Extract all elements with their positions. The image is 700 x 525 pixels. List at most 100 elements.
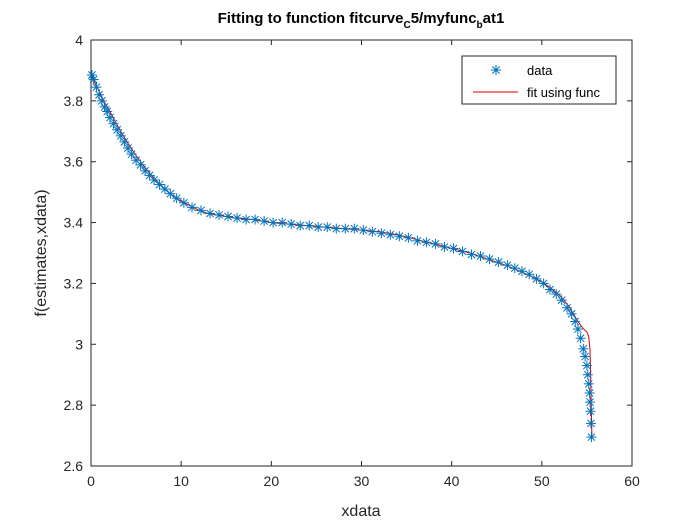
title-main: Fitting to function fitcurve — [218, 10, 404, 27]
data-point — [165, 188, 176, 199]
data-point — [367, 226, 378, 237]
x-tick-label: 30 — [354, 473, 370, 489]
data-point — [122, 143, 133, 154]
data-series — [86, 69, 597, 443]
data-point — [250, 214, 261, 225]
axis-ticks: 0 10 20 30 40 50 60 2.6 2.8 3 3.2 3.4 3.6 3.8 4 — [64, 32, 640, 489]
y-tick-label: 2.8 — [64, 397, 84, 413]
data-point — [340, 223, 351, 234]
data-point — [232, 213, 243, 224]
data-point — [223, 211, 234, 222]
data-point — [358, 225, 369, 236]
title-sub-1: C — [403, 20, 410, 31]
data-point — [580, 351, 591, 362]
plot-area — [90, 39, 633, 467]
y-tick-label: 4 — [75, 32, 83, 48]
data-point — [331, 223, 342, 234]
y-tick-label: 3 — [75, 336, 83, 352]
title-end: at1 — [483, 10, 505, 27]
data-point — [112, 124, 123, 135]
data-point — [457, 246, 468, 257]
y-tick-label: 3.4 — [64, 215, 84, 231]
data-point — [394, 231, 405, 242]
data-point — [91, 82, 102, 93]
data-point — [583, 378, 594, 389]
data-point — [131, 155, 142, 166]
x-tick-label: 40 — [444, 473, 460, 489]
data-point — [430, 238, 441, 249]
x-tick-label: 60 — [624, 473, 640, 489]
data-point — [115, 130, 126, 141]
data-point — [376, 228, 387, 239]
data-point — [586, 432, 597, 443]
data-point — [544, 284, 555, 295]
x-tick-label: 0 — [87, 473, 95, 489]
data-point — [502, 260, 513, 271]
data-point — [421, 237, 432, 248]
data-point — [126, 149, 137, 160]
legend-label-data: data — [527, 63, 553, 78]
data-point — [214, 209, 225, 220]
data-point — [448, 243, 459, 254]
y-tick-label: 2.6 — [64, 458, 84, 474]
data-point — [484, 254, 495, 265]
data-point — [403, 232, 414, 243]
data-point — [159, 184, 170, 195]
y-tick-label: 3.2 — [64, 275, 84, 291]
data-point — [241, 214, 252, 225]
data-point — [585, 406, 596, 417]
data-point — [570, 316, 581, 327]
data-point — [475, 251, 486, 262]
x-tick-label: 20 — [264, 473, 280, 489]
y-axis-label: f(estimates,xdata) — [33, 189, 50, 316]
data-point — [154, 179, 165, 190]
data-point — [286, 219, 297, 230]
data-point — [572, 324, 583, 335]
data-point — [556, 295, 567, 306]
data-point — [566, 308, 577, 319]
data-point — [581, 360, 592, 371]
data-point — [524, 269, 535, 280]
data-point — [439, 241, 450, 252]
data-point — [516, 266, 527, 277]
legend-data-star — [491, 65, 501, 75]
legend-data-marker — [491, 65, 501, 75]
x-axis-label: xdata — [341, 503, 380, 520]
data-point — [259, 216, 270, 227]
data-point — [585, 418, 596, 429]
data-point — [509, 263, 520, 274]
chart-title: Fitting to function fitcurveC5/myfuncbat… — [218, 10, 505, 31]
title-sub-2: b — [477, 20, 483, 31]
x-tick-label: 50 — [534, 473, 550, 489]
data-point — [562, 302, 573, 313]
data-point — [322, 222, 333, 233]
data-point — [578, 343, 589, 354]
data-point — [385, 229, 396, 240]
data-point — [295, 220, 306, 231]
data-point — [493, 257, 504, 268]
data-point — [412, 235, 423, 246]
data-point — [349, 223, 360, 234]
data-point — [135, 159, 146, 170]
data-point — [584, 387, 595, 398]
data-point — [466, 249, 477, 260]
x-tick-label: 10 — [173, 473, 189, 489]
y-tick-label: 3.8 — [64, 93, 84, 109]
data-point — [196, 205, 207, 216]
y-tick-label: 3.6 — [64, 154, 84, 170]
data-point — [585, 397, 596, 408]
data-point — [538, 278, 549, 289]
data-point — [104, 112, 115, 123]
data-point — [178, 197, 189, 208]
data-point — [531, 273, 542, 284]
legend: data fit using func — [461, 55, 617, 105]
data-point — [186, 202, 197, 213]
data-point — [88, 74, 99, 85]
title-mid: 5/myfunc — [411, 10, 477, 27]
data-point — [108, 118, 119, 129]
data-point — [205, 208, 216, 219]
data-point — [149, 174, 160, 185]
data-point — [582, 369, 593, 380]
legend-box — [461, 55, 617, 105]
